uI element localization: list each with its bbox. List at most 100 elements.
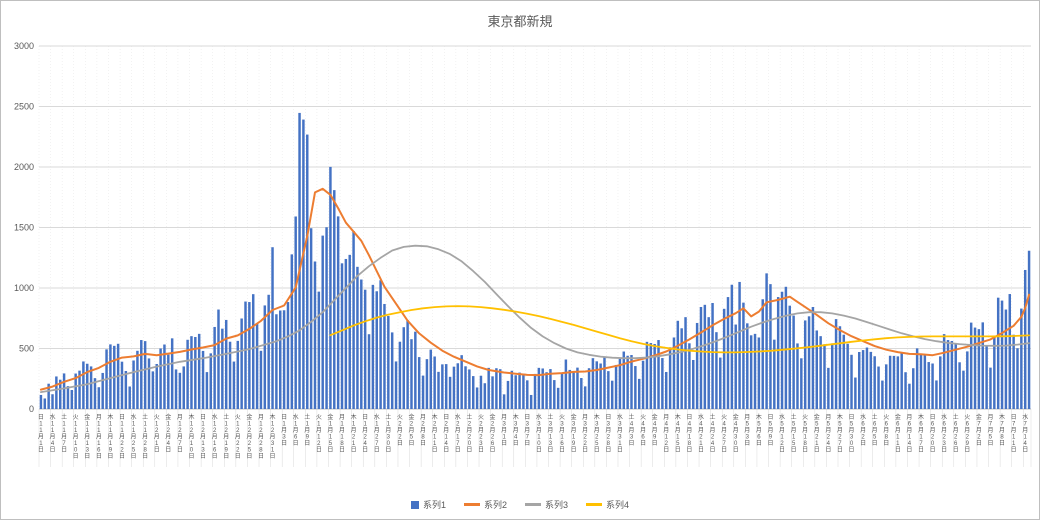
chart-legend: 系列1 系列2 系列3 系列4	[1, 498, 1039, 511]
bar-series	[39, 112, 1031, 410]
legend-item-系列4: 系列4	[586, 498, 629, 511]
svg-text:2500: 2500	[14, 102, 34, 112]
legend-bar-swatch-icon	[410, 500, 419, 509]
line-series-3	[40, 244, 1030, 393]
line-series-2	[39, 187, 1031, 391]
x-axis-labels: 日 1 1 月 1 日水 1 1 月 4 日土 1 1 月 7 日火 1 1 月 1 0 日金 1 1 月 1 3 日月 1 1 月 1 6 日木…	[38, 413, 1028, 460]
legend-label: 系列4	[606, 500, 630, 510]
legend-line-swatch-icon	[463, 503, 480, 506]
legend-label: 系列2	[483, 500, 507, 510]
chart-title: 東京都新規	[487, 14, 553, 29]
svg-text:2000: 2000	[14, 162, 34, 172]
legend-item-系列1: 系列1	[410, 498, 446, 511]
line-series-4	[329, 305, 1030, 354]
y-axis-labels: 0 500 1000 1500 2000 2500 3000	[14, 41, 34, 414]
legend-item-系列2: 系列2	[463, 498, 507, 511]
svg-text:1000: 1000	[14, 283, 34, 293]
legend-label: 系列3	[545, 500, 569, 510]
legend-line-swatch-icon	[525, 503, 541, 506]
gridlines	[39, 45, 1031, 410]
svg-text:1500: 1500	[14, 223, 34, 233]
